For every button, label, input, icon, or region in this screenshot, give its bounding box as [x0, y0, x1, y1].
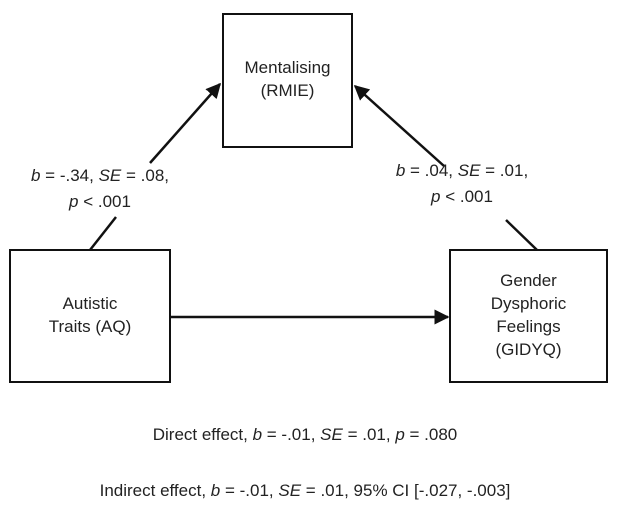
node-label: Dysphoric: [491, 294, 567, 313]
edge-label: p < .001: [430, 187, 493, 206]
edge-arrow: [149, 82, 221, 164]
text-run: = -.34,: [40, 166, 98, 185]
node-box: [222, 13, 353, 148]
node-box: [9, 249, 171, 383]
node-label: Traits (AQ): [49, 317, 131, 336]
node-label: Autistic: [63, 294, 118, 313]
node-box: [449, 249, 608, 383]
text-run: = .080: [405, 425, 457, 444]
edge-line: [505, 219, 538, 251]
edge-label: b = -.34, SE = .08,: [31, 166, 169, 185]
node-label: Gender: [500, 271, 557, 290]
node-label: (RMIE): [261, 81, 315, 100]
text-run: b: [31, 166, 40, 185]
text-run: SE: [278, 481, 301, 500]
text-run: = .01,: [480, 161, 528, 180]
node-label: Mentalising: [245, 58, 331, 77]
footer-text: Indirect effect, b = -.01, SE = .01, 95%…: [100, 481, 511, 500]
footer-text: Direct effect, b = -.01, SE = .01, p = .…: [153, 425, 458, 444]
text-run: Indirect effect,: [100, 481, 211, 500]
text-run: b: [211, 481, 220, 500]
text-run: < .001: [441, 187, 493, 206]
edge-label: p < .001: [68, 192, 131, 211]
edge-line: [89, 216, 117, 251]
node-label: (GIDYQ): [495, 340, 561, 359]
text-run: = .08,: [121, 166, 169, 185]
text-run: < .001: [79, 192, 131, 211]
text-run: p: [68, 192, 78, 211]
text-run: = -.01,: [220, 481, 278, 500]
edge-label: b = .04, SE = .01,: [396, 161, 528, 180]
text-run: p: [430, 187, 440, 206]
text-run: SE: [320, 425, 343, 444]
text-run: b: [396, 161, 405, 180]
text-run: Direct effect,: [153, 425, 253, 444]
text-run: b: [253, 425, 262, 444]
text-run: = .01, 95% CI [-.027, -.003]: [301, 481, 510, 500]
text-run: p: [394, 425, 404, 444]
text-run: = .04,: [405, 161, 457, 180]
edge-arrow: [353, 84, 445, 167]
text-run: SE: [99, 166, 122, 185]
node-label: Feelings: [496, 317, 560, 336]
text-run: = -.01,: [262, 425, 320, 444]
text-run: = .01,: [343, 425, 395, 444]
text-run: SE: [458, 161, 481, 180]
